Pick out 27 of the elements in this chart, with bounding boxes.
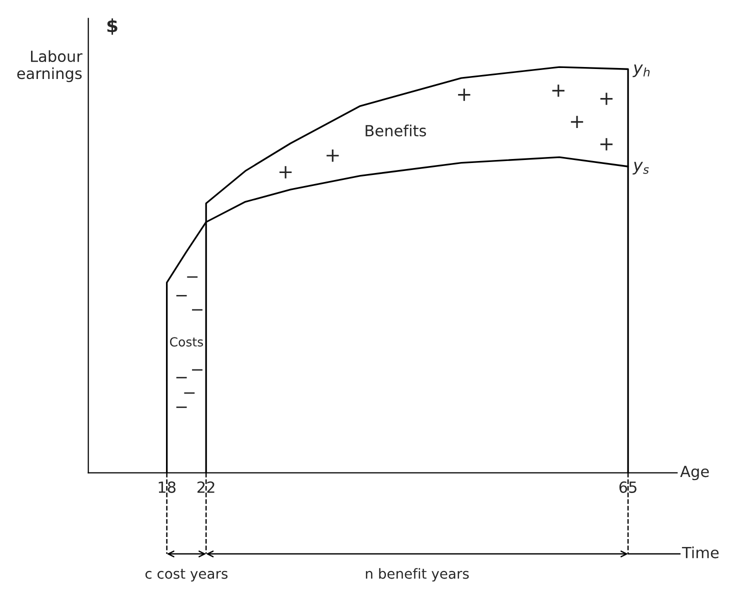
text: Time [682, 546, 719, 558]
x-tick-label: 18 [158, 481, 176, 493]
annotation: + [326, 150, 339, 162]
annotation: + [279, 166, 292, 178]
x-tick-label: 65 [619, 481, 636, 493]
text: $ [107, 18, 118, 35]
text: c cost years [145, 568, 228, 582]
annotation: − [184, 392, 195, 394]
series-label: y$_{s}$ [632, 162, 649, 174]
annotation: − [176, 376, 187, 378]
series-label: y$_{h}$ [632, 64, 650, 78]
annotation: + [600, 138, 613, 150]
annotation: − [176, 406, 187, 408]
annotation: + [600, 92, 613, 105]
annotation: − [187, 276, 198, 278]
annotation: + [552, 84, 564, 97]
x-axis-title: Age [680, 466, 709, 480]
annotation: Benefits [366, 124, 426, 136]
y-axis-title: Labour earnings [17, 50, 82, 82]
annotation: + [570, 116, 584, 128]
text: n benefit years [366, 568, 469, 582]
annotation: − [192, 369, 202, 371]
x-tick-label: 22 [197, 481, 214, 493]
annotation: − [176, 294, 187, 296]
annotation: + [458, 88, 470, 101]
annotation: − [192, 309, 202, 311]
annotation: Costs [170, 337, 203, 347]
